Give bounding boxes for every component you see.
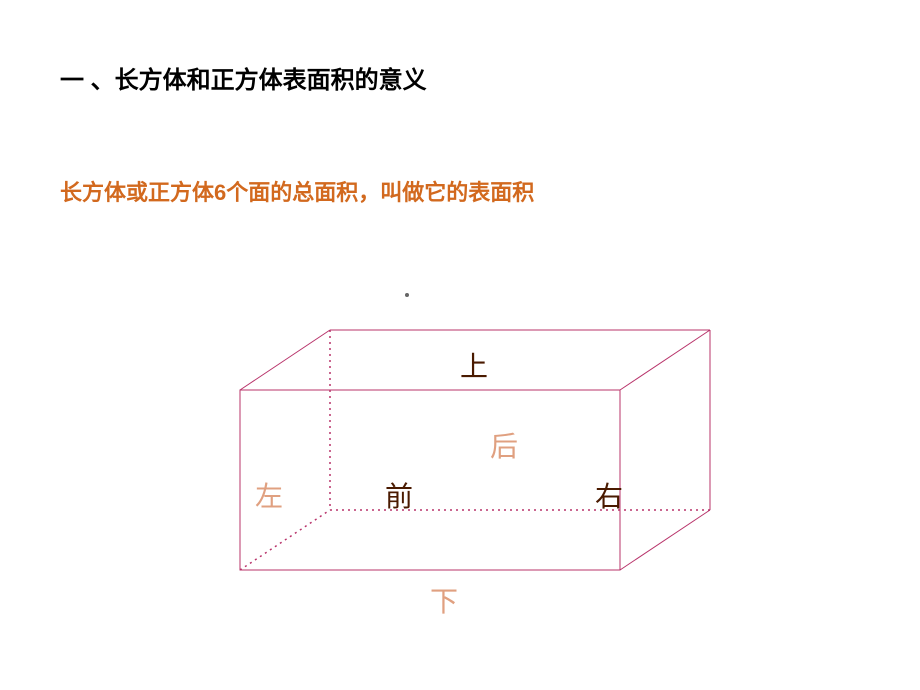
label-back: 后 xyxy=(490,425,518,465)
section-title: 一 、长方体和正方体表面积的意义 xyxy=(60,60,427,95)
cuboid-diagram: 上 后 左 前 右 下 xyxy=(200,290,720,640)
label-left: 左 xyxy=(255,475,283,515)
label-top: 上 xyxy=(460,345,488,385)
label-front: 前 xyxy=(385,475,413,515)
bottom-right-edge xyxy=(620,510,710,570)
hidden-bottom-left-edge xyxy=(240,510,330,570)
definition-text: 长方体或正方体6个面的总面积，叫做它的表面积 xyxy=(60,175,534,207)
top-left-edge xyxy=(240,330,330,390)
front-face-rect xyxy=(240,390,620,570)
label-bottom: 下 xyxy=(430,580,458,620)
label-right: 右 xyxy=(595,475,623,515)
top-right-edge xyxy=(620,330,710,390)
cuboid-svg xyxy=(200,290,720,640)
